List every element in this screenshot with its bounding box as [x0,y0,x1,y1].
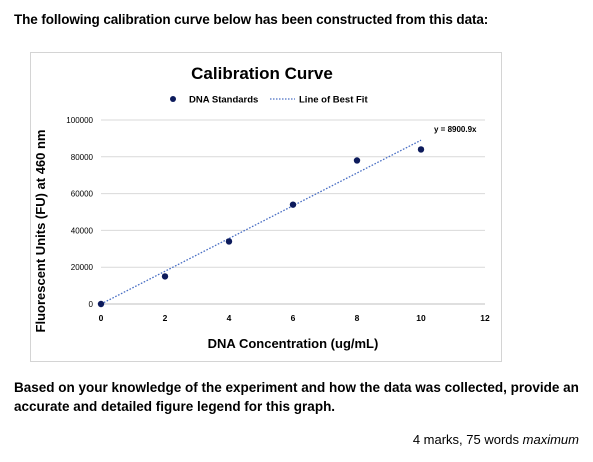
y-tick-label: 60000 [71,190,94,199]
data-point [225,238,233,245]
fit-line-layer [100,139,422,305]
calibration-chart: Calibration Curve DNA Standards Line of … [30,52,502,362]
y-tick-label: 40000 [71,226,94,235]
y-tick-labels: 0 20000 40000 60000 80000 100000 [66,116,93,309]
y-axis-label: Fluorescent Units (FU) at 460 nm [33,130,48,333]
y-tick-label: 100000 [66,116,93,125]
data-point [417,146,425,153]
data-point [289,201,297,208]
x-tick-label: 4 [227,313,232,323]
y-tick-label: 80000 [71,153,94,162]
x-tick-label: 12 [480,313,490,323]
y-tick-label: 0 [89,300,94,309]
x-tick-labels: 0 2 4 6 8 10 12 [99,313,490,323]
marks-info: 4 marks, 75 words maximum [413,432,579,447]
x-tick-label: 2 [163,313,168,323]
y-tick-label: 20000 [71,263,94,272]
legend-marker-dna-standards [170,96,176,102]
marks-emphasis: maximum [522,432,579,447]
legend-label-dna-standards: DNA Standards [189,95,258,106]
fit-line [100,139,422,305]
chart-title: Calibration Curve [191,64,333,83]
chart-legend: DNA Standards Line of Best Fit [170,95,368,106]
fit-equation-label: y = 8900.9x [434,125,477,134]
grid-lines [101,119,485,268]
data-point [161,273,169,280]
x-tick-label: 0 [99,313,104,323]
question-text: Based on your knowledge of the experimen… [14,380,579,414]
data-points [97,146,425,308]
intro-text: The following calibration curve below ha… [14,12,489,27]
data-point [353,157,361,164]
legend-label-fit-line: Line of Best Fit [299,95,368,106]
marks-text: 4 marks, 75 words [412,432,523,447]
data-point [97,300,105,308]
x-tick-label: 10 [416,313,426,323]
chart-svg: Calibration Curve DNA Standards Line of … [33,64,490,351]
x-axis-label: DNA Concentration (ug/mL) [208,336,379,351]
x-tick-label: 8 [355,313,360,323]
x-tick-label: 6 [291,313,296,323]
